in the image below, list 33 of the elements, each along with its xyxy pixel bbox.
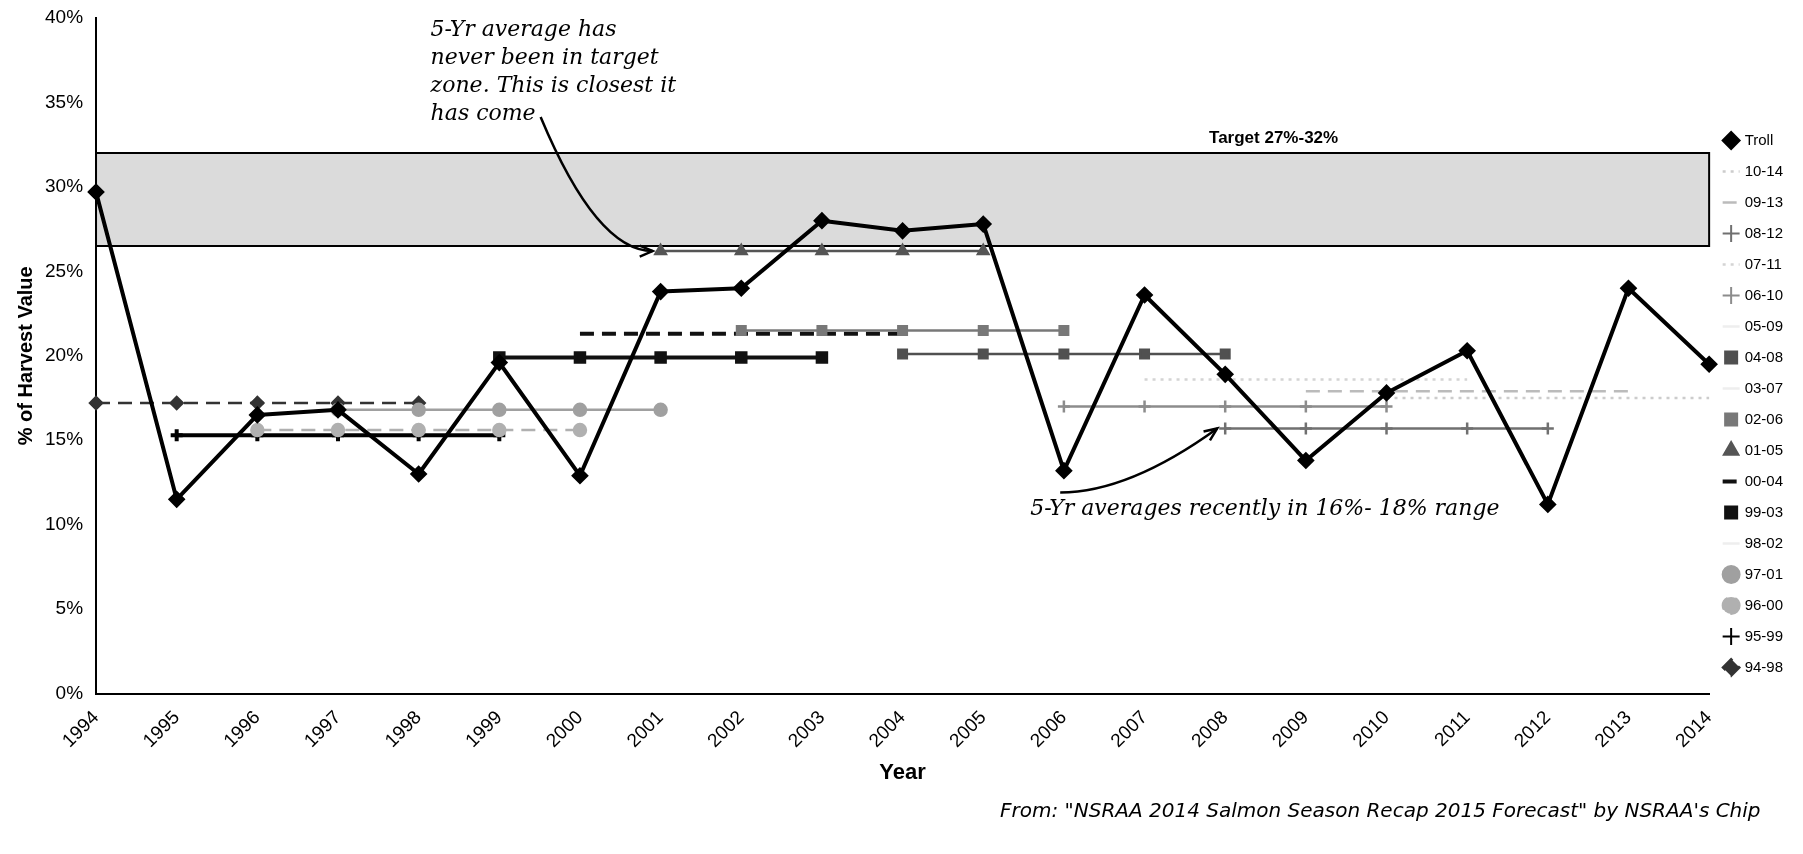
legend-label: 99-03 bbox=[1744, 502, 1784, 520]
y-tick-label: 40% bbox=[45, 6, 84, 28]
legend-label: 96-00 bbox=[1744, 595, 1784, 613]
legend-label: 10-14 bbox=[1744, 161, 1784, 179]
legend-label: 94-98 bbox=[1744, 657, 1784, 675]
x-axis-title: Year bbox=[879, 758, 927, 784]
legend-label: 00-04 bbox=[1744, 471, 1784, 489]
band-label: Target 27%-32% bbox=[1209, 128, 1339, 148]
legend-label: 02-06 bbox=[1744, 409, 1784, 427]
y-tick-label: 25% bbox=[45, 259, 84, 281]
legend-label: 06-10 bbox=[1744, 285, 1784, 303]
y-tick-label: 30% bbox=[45, 175, 84, 197]
y-axis-title: % of Harvest Value bbox=[13, 266, 36, 446]
legend-label: 97-01 bbox=[1744, 564, 1784, 582]
text: From: "NSRAA 2014 Salmon Season Recap 2015 Forecast" by NSRAA's Chip bbox=[1000, 798, 1762, 822]
y-tick-label: 35% bbox=[45, 90, 84, 112]
legend-label: 05-09 bbox=[1744, 316, 1784, 334]
legend-label: Troll bbox=[1744, 130, 1774, 148]
legend-label: 08-12 bbox=[1744, 223, 1784, 241]
y-tick-label: 0% bbox=[55, 681, 84, 703]
legend-label: 03-07 bbox=[1744, 378, 1784, 396]
legend-label: 07-11 bbox=[1744, 254, 1782, 272]
annotation: 5-Yr average has never been in target zone. This is closest it has come bbox=[429, 15, 677, 125]
y-tick-label: 20% bbox=[45, 344, 84, 366]
annotation: 5-Yr averages recently in 16%- 18% range bbox=[1030, 495, 1500, 521]
y-tick-label: 15% bbox=[45, 428, 84, 450]
legend-label: 09-13 bbox=[1744, 192, 1784, 210]
legend-label: 01-05 bbox=[1744, 440, 1784, 458]
legend-label: 95-99 bbox=[1744, 626, 1784, 644]
legend-label: 98-02 bbox=[1744, 533, 1784, 551]
y-tick-label: 5% bbox=[55, 597, 84, 619]
y-tick-label: 10% bbox=[45, 512, 84, 534]
legend-label: 04-08 bbox=[1744, 347, 1784, 365]
